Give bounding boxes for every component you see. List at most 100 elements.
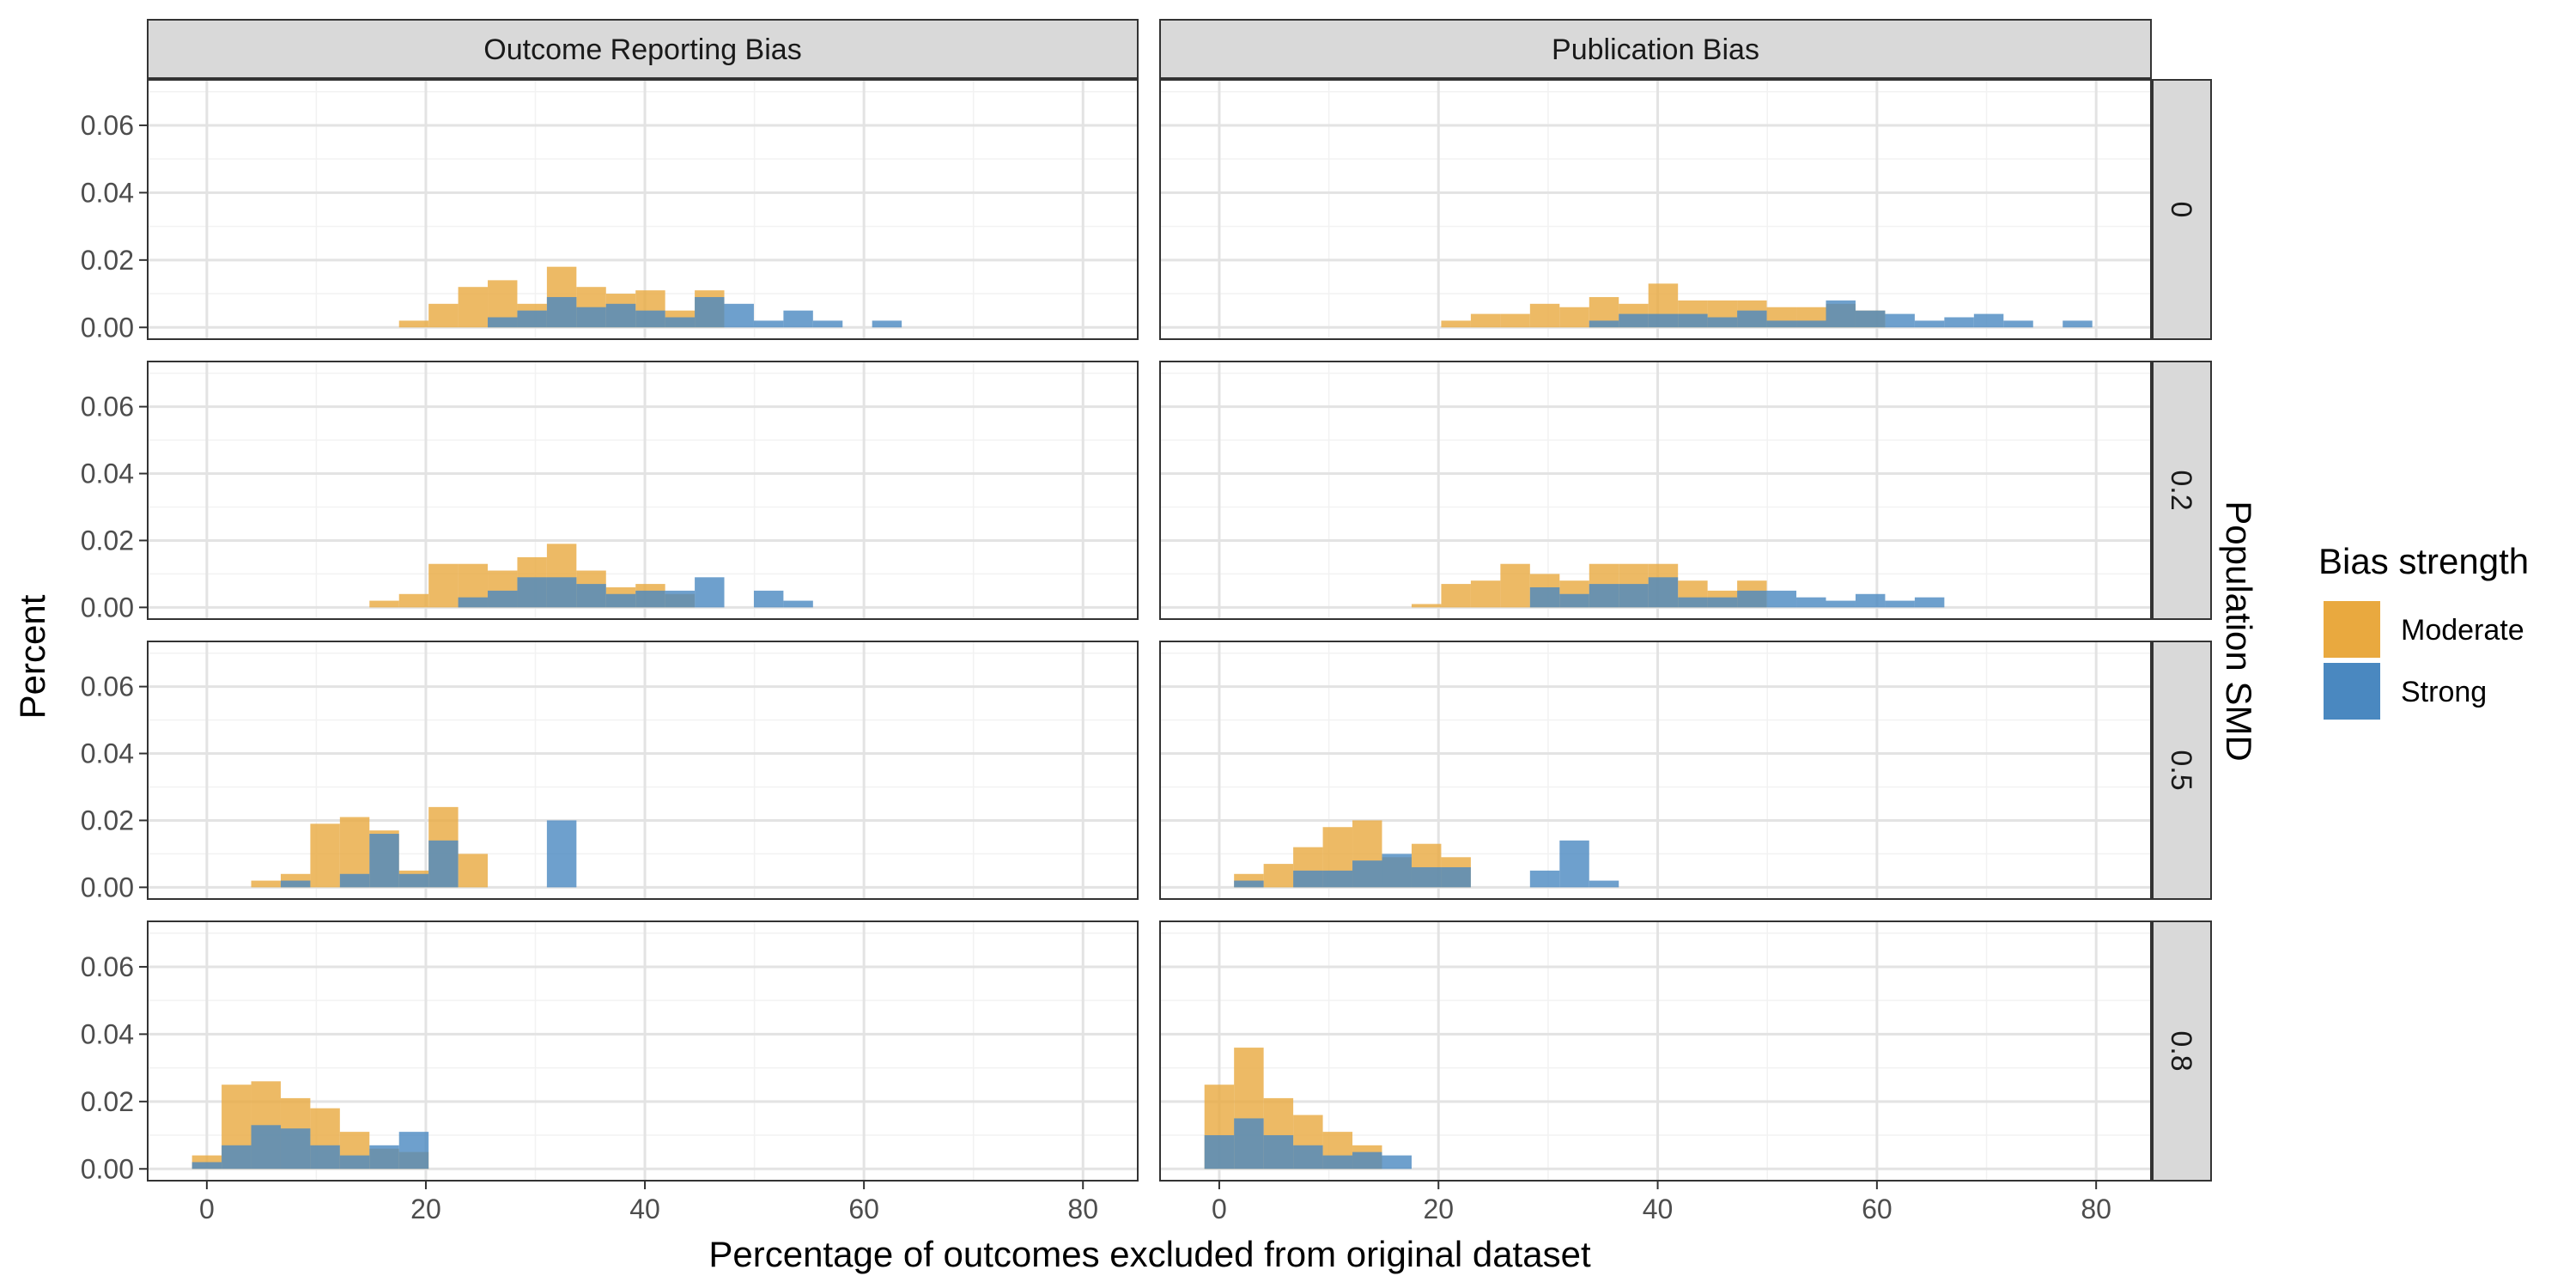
row-strip-0 — [2152, 79, 2212, 340]
bar-strong — [1352, 860, 1382, 888]
x-tick-label: 20 — [1423, 1194, 1454, 1224]
y-tick-label: 0.00 — [81, 1153, 134, 1184]
bar-strong — [428, 840, 459, 888]
panel-border — [1159, 361, 2152, 620]
legend-swatch-moderate — [2324, 601, 2380, 658]
row-strip-0-5 — [2152, 641, 2212, 900]
bar-strong — [1855, 310, 1886, 328]
bar-strong — [398, 1132, 429, 1170]
bar-strong — [812, 320, 843, 328]
bar-strong — [1707, 317, 1738, 328]
bar-strong — [635, 310, 665, 328]
row-strip-label-0-5: 0.5 — [2165, 750, 2197, 790]
panel-outcome-reporting-bias-smd-0 — [147, 79, 1139, 340]
bar-moderate — [1559, 307, 1589, 328]
y-tick-label: 0.02 — [81, 245, 134, 276]
bar-strong — [1914, 597, 1945, 608]
bar-strong — [251, 1125, 281, 1170]
bar-strong — [1944, 317, 1974, 328]
bar-moderate — [1470, 580, 1501, 608]
bar-strong — [1559, 840, 1589, 888]
bar-strong — [1707, 597, 1738, 608]
y-tick-label: 0.02 — [81, 805, 134, 835]
series-strong — [191, 1125, 429, 1170]
bar-strong — [339, 873, 370, 888]
bar-strong — [1766, 590, 1797, 608]
bar-strong — [1441, 866, 1471, 888]
x-tick-label: 20 — [410, 1194, 441, 1224]
row-facet-title: Population SMD — [2219, 501, 2259, 762]
bar-strong — [1796, 597, 1826, 608]
series-strong — [1589, 300, 2093, 328]
series-strong — [1204, 1118, 1412, 1170]
bar-moderate — [310, 823, 340, 888]
y-tick-label: 0.00 — [81, 592, 134, 623]
column-strip-label-outcome-reporting-bias: Outcome Reporting Bias — [483, 33, 801, 66]
bar-strong — [1678, 597, 1708, 608]
bar-strong — [280, 1128, 311, 1170]
bar-strong — [635, 590, 665, 608]
series-strong — [1529, 577, 1945, 608]
bar-moderate — [1263, 864, 1294, 888]
bar-strong — [1559, 593, 1589, 608]
bar-strong — [1678, 313, 1708, 328]
bar-moderate — [398, 593, 429, 608]
bar-strong — [1293, 1145, 1323, 1170]
legend-swatch-strong — [2324, 663, 2380, 720]
series-strong — [488, 296, 902, 328]
bar-strong — [488, 590, 518, 608]
series-strong — [280, 820, 577, 888]
bar-strong — [546, 577, 577, 608]
bar-strong — [1234, 1118, 1264, 1170]
bar-strong — [665, 590, 696, 608]
series-strong — [458, 577, 813, 608]
x-tick-label: 40 — [629, 1194, 660, 1224]
bar-strong — [1589, 320, 1619, 328]
x-tick-label: 80 — [2081, 1194, 2111, 1224]
panel-border — [1159, 920, 2152, 1182]
bar-strong — [753, 590, 784, 608]
x-tick-label: 0 — [199, 1194, 215, 1224]
panel-publication-bias-smd-0-8 — [1159, 920, 2152, 1182]
bar-strong — [1382, 1155, 1412, 1170]
bar-strong — [1885, 313, 1915, 328]
bar-strong — [546, 296, 577, 328]
panel-outcome-reporting-bias-smd-0-8 — [147, 920, 1139, 1182]
bar-strong — [783, 310, 813, 328]
bar-strong — [1766, 320, 1797, 328]
y-tick-label: 0.04 — [81, 738, 134, 769]
series-strong — [1234, 840, 1619, 888]
bar-strong — [1529, 586, 1560, 608]
row-strip-label-0-8: 0.8 — [2165, 1030, 2197, 1071]
bar-strong — [1737, 590, 1767, 608]
panel-publication-bias-smd-0-5 — [1159, 641, 2152, 900]
bar-moderate — [251, 880, 281, 888]
panel-border — [1159, 641, 2152, 900]
legend: Bias strength Moderate Strong — [2318, 541, 2529, 720]
legend-label-strong: Strong — [2401, 676, 2487, 708]
panel-publication-bias-smd-0 — [1159, 79, 2152, 340]
column-strip-publication-bias — [1159, 19, 2152, 79]
bar-strong — [369, 834, 399, 888]
bar-moderate — [1441, 584, 1471, 608]
bar-strong — [546, 820, 577, 888]
bar-moderate — [1441, 320, 1471, 328]
panel-border — [147, 641, 1139, 900]
bar-strong — [398, 873, 429, 888]
panel-publication-bias-smd-0-2 — [1159, 361, 2152, 620]
bar-strong — [1382, 854, 1412, 888]
bar-strong — [1914, 320, 1945, 328]
bar-strong — [1796, 320, 1826, 328]
bar-strong — [1973, 313, 2004, 328]
panel-background — [148, 641, 1138, 899]
bar-moderate — [458, 854, 489, 888]
legend-label-moderate: Moderate — [2401, 614, 2524, 647]
column-strip-label-publication-bias: Publication Bias — [1552, 33, 1759, 66]
column-strip-outcome-reporting-bias — [147, 19, 1139, 79]
bar-strong — [1826, 600, 1856, 608]
bar-strong — [1204, 1135, 1235, 1170]
bar-strong — [339, 1155, 370, 1170]
bar-strong — [1589, 584, 1619, 608]
bar-moderate — [369, 600, 399, 608]
